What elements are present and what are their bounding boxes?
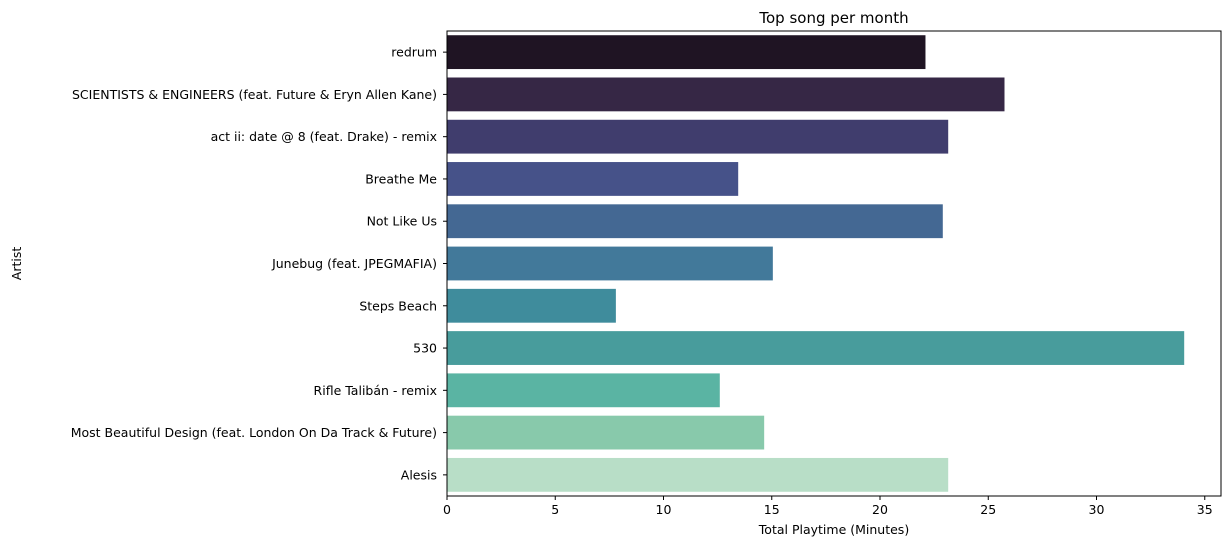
x-tick-label: 0 xyxy=(443,502,451,517)
y-tick-label: Breathe Me xyxy=(365,171,437,186)
x-tick-label: 20 xyxy=(872,502,888,517)
plot-frame xyxy=(446,30,1222,497)
y-tick-label: SCIENTISTS & ENGINEERS (feat. Future & E… xyxy=(72,87,437,102)
y-tick-label: Rifle Talibán - remix xyxy=(314,383,437,398)
y-tick-label: redrum xyxy=(391,45,437,60)
y-tick-label: 530 xyxy=(413,341,437,356)
bar xyxy=(447,162,739,196)
bar xyxy=(447,35,926,70)
y-tick-label: Junebug (feat. JPEGMAFIA) xyxy=(271,256,437,271)
bar xyxy=(447,288,616,323)
x-tick-label: 30 xyxy=(1089,502,1105,517)
bar xyxy=(447,204,943,239)
y-tick-label: Alesis xyxy=(401,467,437,482)
bar xyxy=(447,77,1005,112)
x-ticks-group: 0 5 10 15 20 25 30 35 xyxy=(443,496,1213,517)
chart-title: Top song per month xyxy=(758,9,908,27)
y-tick-label: Most Beautiful Design (feat. London On D… xyxy=(71,425,437,440)
bar xyxy=(447,415,765,450)
x-tick-label: 35 xyxy=(1197,502,1213,517)
bar xyxy=(447,331,1185,365)
bars-group xyxy=(447,35,1185,492)
bar xyxy=(447,246,773,281)
x-tick-label: 5 xyxy=(551,502,559,517)
y-axis-label: Artist xyxy=(9,247,24,281)
y-tick-label: Not Like Us xyxy=(367,214,437,229)
y-ticks-group: redrum SCIENTISTS & ENGINEERS (feat. Futu… xyxy=(71,45,447,482)
x-axis-label: Total Playtime (Minutes) xyxy=(758,522,909,537)
x-tick-label: 10 xyxy=(656,502,672,517)
x-tick-label: 15 xyxy=(764,502,780,517)
y-tick-label: act ii: date @ 8 (feat. Drake) - remix xyxy=(211,129,437,144)
bar xyxy=(447,119,949,154)
bar xyxy=(447,373,720,408)
x-tick-label: 25 xyxy=(980,502,996,517)
y-tick-label: Steps Beach xyxy=(359,298,437,313)
bar xyxy=(447,457,949,492)
